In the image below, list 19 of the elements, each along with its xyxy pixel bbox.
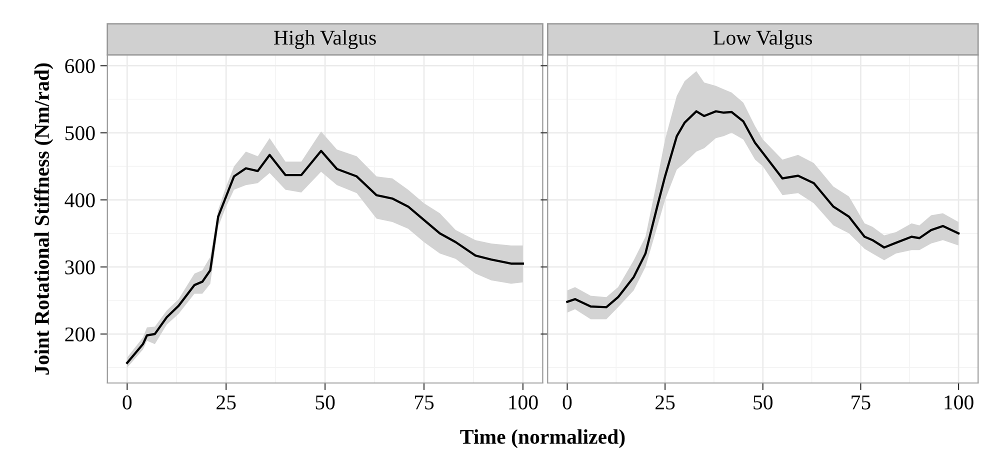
x-tick-label: 25: [656, 395, 675, 410]
x-tick-label: 50: [316, 395, 335, 410]
y-axis-title: Joint Rotational Stiffness (Nm/rad): [34, 63, 54, 375]
y-tick-label: 500: [66, 126, 95, 140]
y-tick-label: 300: [65, 260, 95, 274]
chart-title: High Valgus: [274, 30, 376, 50]
y-tick-label: 400: [64, 193, 95, 208]
x-tick-label: 25: [216, 395, 236, 410]
x-tick-label: 75: [414, 396, 434, 410]
x-axis-title: Time (normalized): [460, 429, 625, 448]
y-tick-label: 200: [65, 327, 95, 342]
x-tick-label: 100: [944, 395, 974, 410]
x-tick-label: 0: [562, 395, 572, 410]
x-tick-label: 50: [754, 395, 773, 410]
x-tick-label: 100: [509, 395, 538, 410]
x-tick-label: 0: [122, 395, 132, 410]
chart-title: Low Valgus: [714, 30, 812, 50]
x-tick-label: 75: [852, 396, 870, 410]
y-tick-label: 600: [65, 59, 95, 74]
